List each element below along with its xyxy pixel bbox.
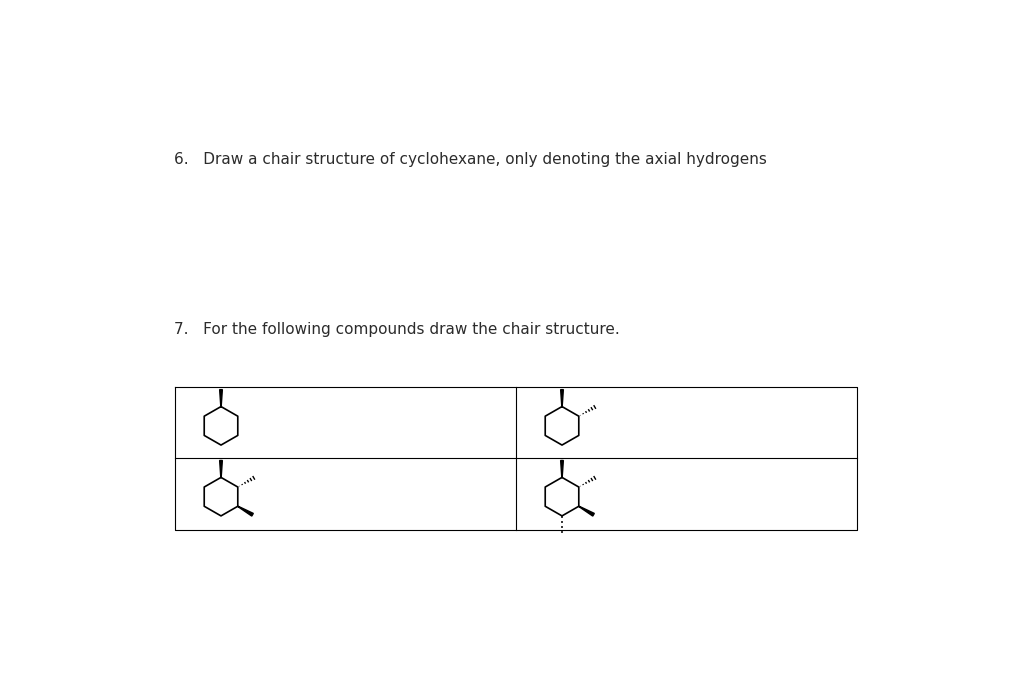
Text: 6.   Draw a chair structure of cyclohexane, only denoting the axial hydrogens: 6. Draw a chair structure of cyclohexane… [174,152,767,168]
Polygon shape [219,389,222,407]
Text: 7.   For the following compounds draw the chair structure.: 7. For the following compounds draw the … [174,322,621,337]
Polygon shape [238,506,253,516]
Polygon shape [561,460,563,477]
Polygon shape [219,460,222,477]
Polygon shape [561,389,563,407]
Polygon shape [579,506,594,516]
